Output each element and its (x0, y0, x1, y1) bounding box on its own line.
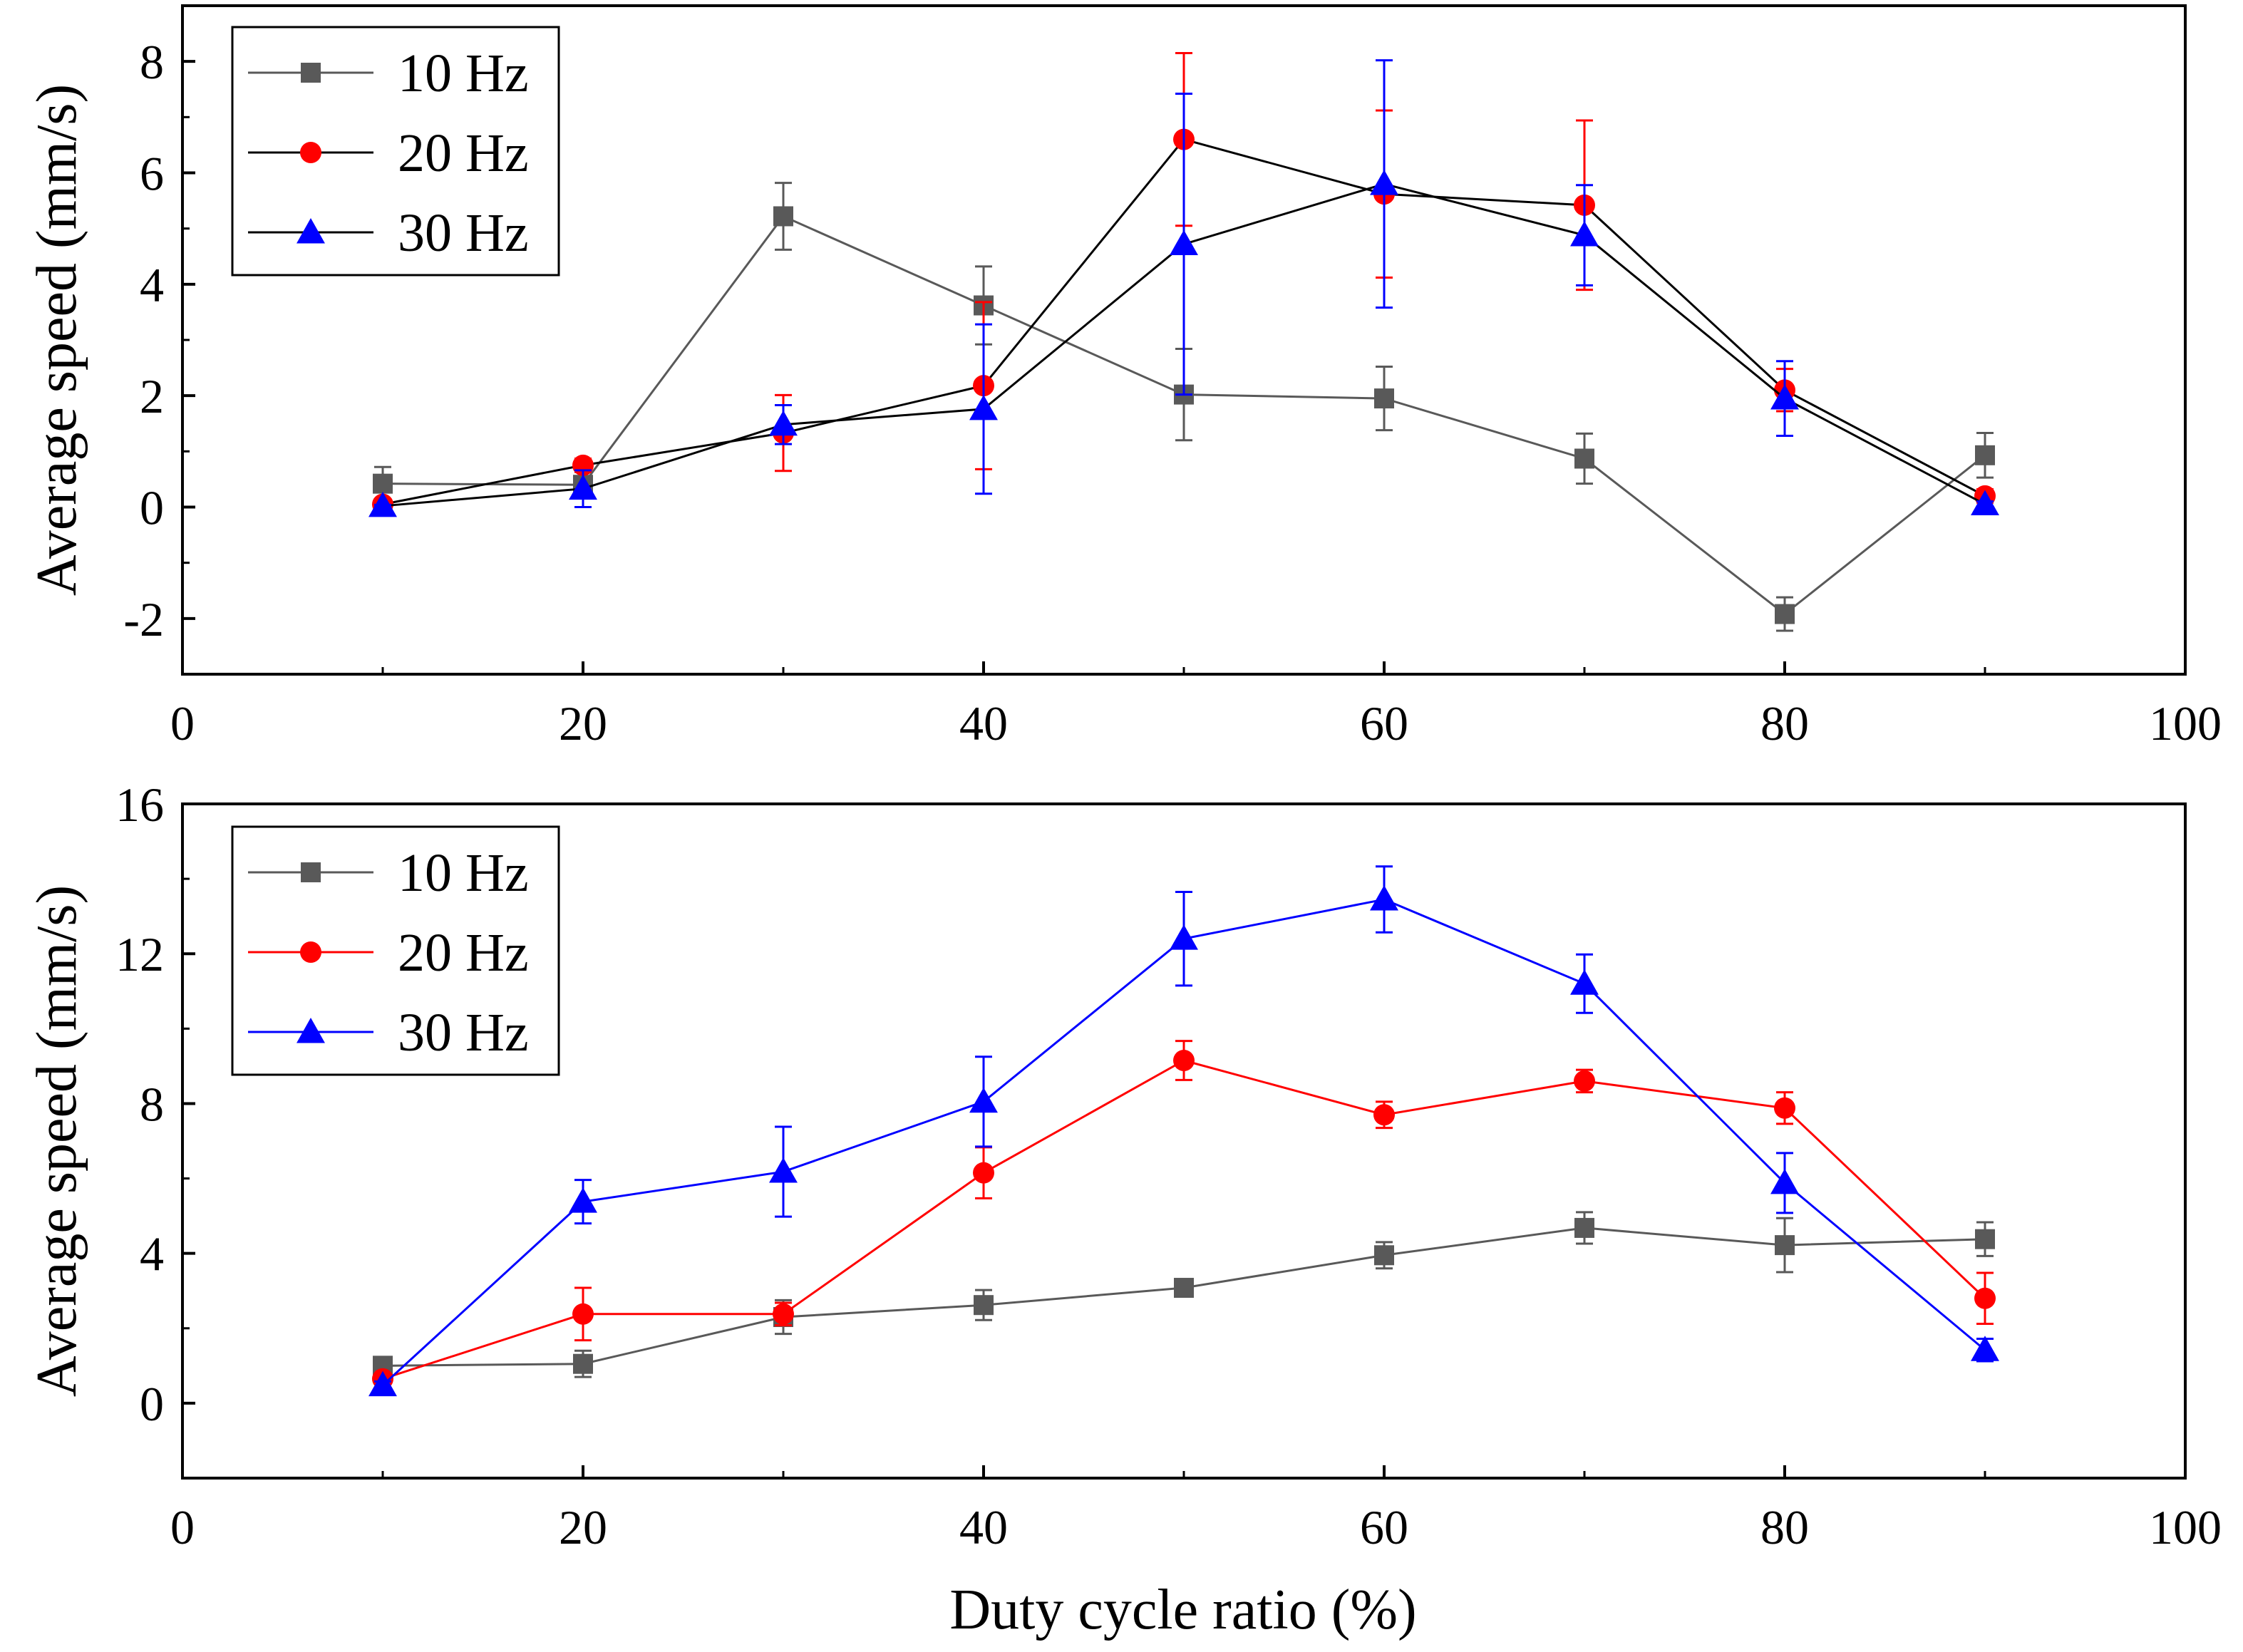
data-point (1173, 1050, 1195, 1072)
x-tick-label: 100 (2149, 696, 2222, 750)
data-point (1370, 170, 1398, 195)
y-axis-title: Average speed (mm/s) (26, 885, 88, 1397)
legend-marker (297, 218, 325, 244)
data-point (1775, 1235, 1795, 1256)
data-point (1170, 229, 1198, 256)
data-point (572, 1303, 594, 1325)
series-line (382, 1059, 1986, 1380)
data-point (1574, 448, 1594, 469)
legend-marker (301, 862, 321, 882)
data-point (1570, 969, 1599, 995)
data-point (969, 1087, 998, 1113)
data-point (969, 394, 998, 420)
x-tick-label: 80 (1760, 1500, 1809, 1554)
y-tick-label: 12 (115, 927, 164, 981)
legend-marker (301, 63, 321, 83)
data-point (1374, 388, 1394, 409)
data-point (1971, 490, 1999, 516)
data-point (769, 1157, 798, 1183)
y-tick-label: 8 (140, 1077, 164, 1131)
legend: 10 Hz 20 Hz 30 Hz (231, 26, 560, 277)
legend-label: 10 Hz (398, 43, 529, 103)
data-point (973, 1162, 994, 1184)
data-point (1574, 1070, 1595, 1092)
y-tick-label: 16 (115, 778, 164, 832)
y-tick-label: 0 (140, 1377, 164, 1431)
legend-marker (300, 142, 321, 163)
x-tick-label: 60 (1360, 696, 1408, 750)
data-point (368, 1370, 397, 1397)
x-axis-title: Duty cycle ratio (%) (949, 1579, 1416, 1641)
y-axis-title: Average speed (mm/s) (26, 84, 88, 596)
y-tick-label: 8 (140, 35, 164, 89)
y-tick-label: 4 (140, 1227, 164, 1281)
data-point (773, 206, 793, 227)
data-point (974, 1295, 994, 1316)
x-tick-label: 0 (170, 696, 195, 750)
y-tick-label: 6 (140, 147, 164, 201)
x-tick-label: 20 (559, 696, 607, 750)
x-tick-label: 40 (959, 696, 1008, 750)
legend-box (231, 825, 560, 1076)
series-10-hz (373, 1211, 1995, 1378)
x-tick-label: 20 (559, 1500, 607, 1554)
data-point (373, 473, 393, 494)
series-30-hz (368, 59, 1999, 517)
data-point (573, 1353, 593, 1374)
data-point (1975, 1229, 1995, 1249)
data-point (368, 491, 397, 517)
legend-box (231, 26, 560, 277)
x-tick-label: 40 (959, 1500, 1008, 1554)
data-point (769, 410, 798, 436)
data-point (1971, 1336, 1999, 1361)
legend-label: 10 Hz (398, 843, 529, 903)
series-20-hz (372, 1040, 1996, 1390)
y-tick-label: 4 (140, 258, 164, 312)
data-point (1974, 1287, 1996, 1309)
data-point (1770, 384, 1799, 410)
legend-label: 30 Hz (398, 1003, 529, 1063)
data-point (1574, 1217, 1594, 1238)
series-30-hz (368, 865, 1999, 1397)
data-point (1975, 445, 1995, 465)
y-tick-label: -2 (123, 592, 164, 646)
legend-marker (297, 1018, 325, 1043)
y-tick-label: 0 (140, 481, 164, 535)
x-tick-label: 80 (1760, 696, 1809, 750)
data-point (1770, 1168, 1799, 1194)
data-point (569, 474, 597, 500)
data-point (1370, 885, 1398, 911)
data-point (773, 1303, 794, 1325)
data-point (1774, 1097, 1795, 1119)
data-point (569, 1187, 597, 1213)
bottom-speed-chart: 0 20 40 60 80 100 0 4 8 12 16 Average speed (mm/s) 1… (26, 778, 2222, 1554)
data-point (1170, 924, 1198, 950)
legend-label: 20 Hz (398, 123, 529, 183)
x-tick-label: 100 (2149, 1500, 2222, 1554)
legend: 10 Hz 20 Hz 30 Hz (231, 825, 560, 1076)
legend-label: 30 Hz (398, 203, 529, 263)
legend-marker (300, 941, 321, 963)
x-tick-label: 60 (1360, 1500, 1408, 1554)
data-point (1775, 604, 1795, 624)
legend-label: 20 Hz (398, 923, 529, 983)
x-tick-label: 0 (170, 1500, 195, 1554)
data-point (1174, 1278, 1194, 1299)
y-tick-label: 2 (140, 369, 164, 423)
data-point (1373, 1104, 1395, 1126)
data-point (1374, 1245, 1394, 1266)
data-point (1570, 221, 1599, 247)
